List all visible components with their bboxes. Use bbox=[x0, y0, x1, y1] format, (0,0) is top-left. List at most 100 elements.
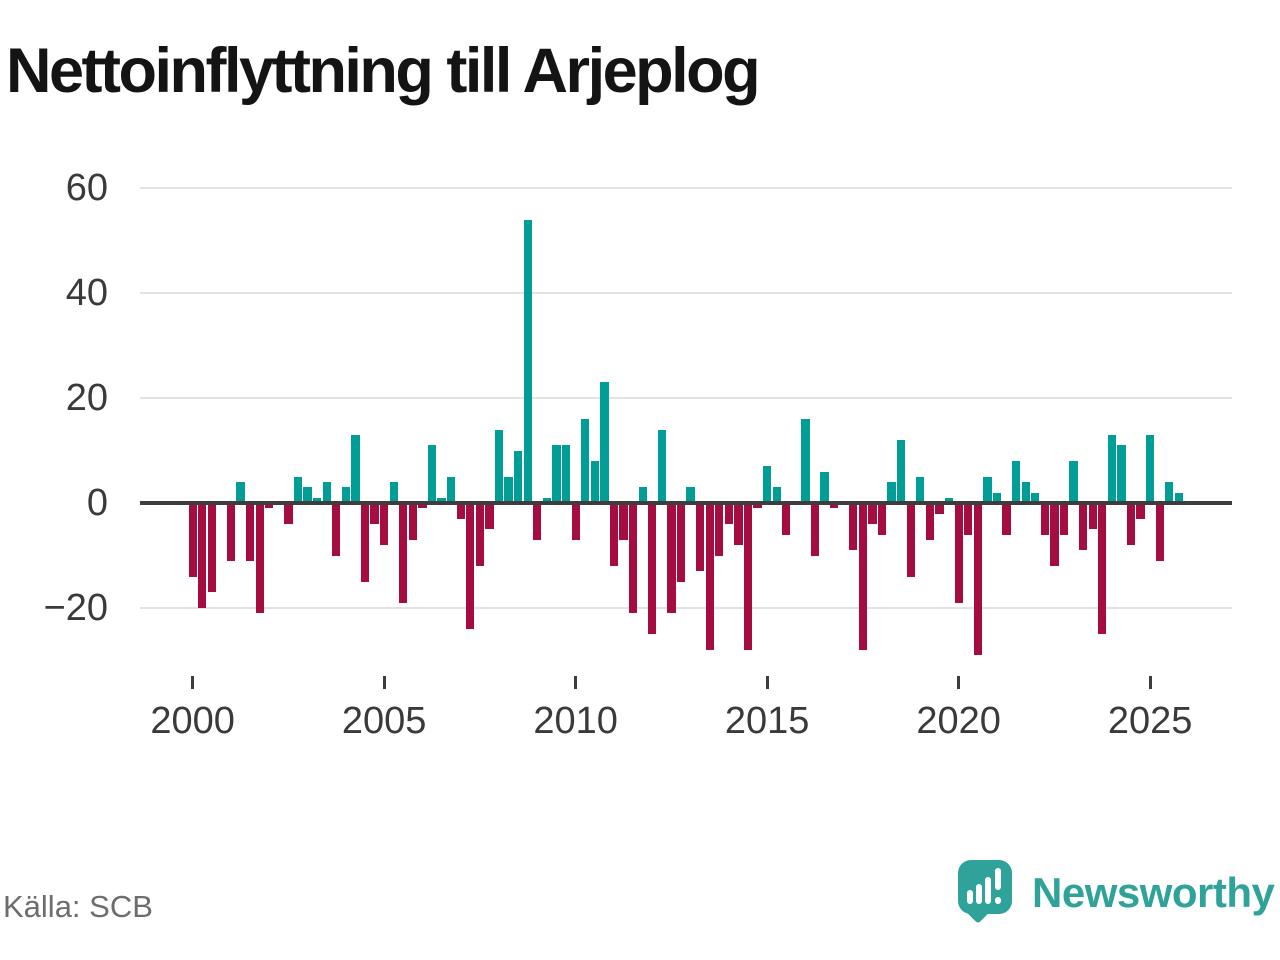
bar-2006-q1 bbox=[418, 503, 427, 509]
bar-2005-q1 bbox=[380, 503, 389, 545]
x-axis-tick-2025 bbox=[1148, 676, 1152, 689]
chart-title: Nettoinflyttning till Arjeplog bbox=[6, 36, 761, 106]
bar-2007-q4 bbox=[485, 503, 494, 530]
bar-2016-q2 bbox=[810, 503, 820, 556]
bar-2019-q2 bbox=[925, 503, 935, 540]
bar-2008-q3 bbox=[514, 450, 523, 503]
x-axis-tick-2000 bbox=[191, 676, 195, 689]
bar-2006-q3 bbox=[437, 497, 446, 503]
bar-2025-q2 bbox=[1155, 503, 1164, 561]
bar-2006-q4 bbox=[447, 476, 456, 503]
logo-bar-chart-icon bbox=[967, 890, 973, 904]
bar-2003-q1 bbox=[303, 487, 312, 503]
bar-2016-q1 bbox=[801, 419, 810, 503]
x-axis-label: 2025 bbox=[1107, 700, 1193, 742]
bar-2023-q3 bbox=[1088, 503, 1097, 530]
bar-2012-q3 bbox=[667, 503, 676, 614]
bar-2017-q3 bbox=[858, 503, 868, 650]
bar-2009-q1 bbox=[533, 503, 542, 540]
bar-2016-q3 bbox=[820, 471, 829, 503]
bar-2019-q3 bbox=[935, 503, 944, 514]
bar-2015-q2 bbox=[772, 487, 781, 503]
bar-2014-q3 bbox=[743, 503, 753, 650]
bar-2009-q2 bbox=[542, 497, 552, 503]
bar-2024-q1 bbox=[1107, 434, 1116, 503]
gridline-y-40 bbox=[140, 292, 1232, 294]
x-axis-label: 2015 bbox=[724, 700, 810, 742]
bar-2020-q3 bbox=[973, 503, 982, 656]
bar-2024-q2 bbox=[1117, 445, 1126, 503]
bar-2001-q3 bbox=[245, 503, 255, 561]
bar-2010-q1 bbox=[571, 503, 580, 540]
bar-2013-q1 bbox=[686, 487, 695, 503]
logo-bar-chart-icon bbox=[985, 877, 991, 904]
bar-2001-q1 bbox=[226, 503, 236, 561]
x-axis-label: 2010 bbox=[533, 700, 618, 742]
bar-2008-q4 bbox=[523, 219, 532, 503]
bar-2017-q4 bbox=[868, 503, 877, 524]
bar-2012-q1 bbox=[648, 503, 657, 635]
bar-2023-q1 bbox=[1069, 461, 1078, 503]
bar-2022-q3 bbox=[1050, 503, 1059, 566]
bar-2004-q2 bbox=[351, 434, 360, 503]
y-axis-label: −20 bbox=[43, 587, 108, 629]
x-axis-label: 2005 bbox=[341, 700, 427, 742]
bar-2011-q2 bbox=[619, 503, 628, 540]
bar-2010-q2 bbox=[581, 419, 590, 503]
y-axis-label: 40 bbox=[65, 272, 108, 314]
bar-2015-q1 bbox=[763, 466, 772, 503]
bar-2002-q3 bbox=[284, 503, 293, 524]
x-axis-tick-2020 bbox=[957, 676, 961, 689]
bar-2018-q1 bbox=[877, 503, 887, 535]
bar-2000-q1 bbox=[188, 503, 197, 577]
bar-2003-q2 bbox=[312, 497, 322, 503]
gridline-y-20 bbox=[140, 397, 1232, 399]
bar-2005-q4 bbox=[408, 503, 418, 540]
bar-2015-q3 bbox=[782, 503, 791, 535]
bar-2007-q3 bbox=[475, 503, 485, 566]
x-axis-label: 2000 bbox=[150, 700, 235, 742]
bar-2012-q2 bbox=[657, 429, 666, 503]
bar-2019-q1 bbox=[916, 476, 925, 503]
bar-2022-q2 bbox=[1040, 503, 1049, 535]
bar-2013-q4 bbox=[715, 503, 724, 556]
y-axis-label: 20 bbox=[65, 377, 108, 419]
bar-2011-q3 bbox=[628, 503, 638, 614]
bar-2020-q2 bbox=[964, 503, 973, 535]
bar-2008-q1 bbox=[494, 429, 504, 503]
bar-2020-q1 bbox=[954, 503, 963, 603]
bar-2011-q4 bbox=[638, 487, 647, 503]
bar-2016-q4 bbox=[830, 503, 839, 509]
bar-2003-q4 bbox=[332, 503, 341, 556]
x-axis-tick-2015 bbox=[765, 676, 769, 689]
bar-2002-q1 bbox=[265, 503, 274, 509]
bar-2004-q3 bbox=[360, 503, 370, 582]
bar-2021-q2 bbox=[1002, 503, 1011, 535]
bar-2010-q4 bbox=[600, 382, 609, 503]
bar-2009-q3 bbox=[552, 445, 561, 503]
bar-2025-q1 bbox=[1146, 434, 1155, 503]
bar-2018-q4 bbox=[906, 503, 915, 577]
bar-2007-q2 bbox=[466, 503, 475, 629]
logo-exclamation-icon bbox=[995, 868, 1001, 890]
bar-2018-q2 bbox=[887, 482, 896, 503]
bar-2025-q4 bbox=[1174, 492, 1184, 503]
bar-2019-q4 bbox=[944, 497, 954, 503]
x-axis-tick-2005 bbox=[382, 676, 386, 689]
gridline-y-60 bbox=[140, 187, 1232, 189]
bar-2009-q4 bbox=[561, 445, 571, 503]
bar-2000-q2 bbox=[198, 503, 207, 608]
bar-2023-q4 bbox=[1098, 503, 1107, 635]
bar-2001-q2 bbox=[236, 482, 245, 503]
bar-2006-q2 bbox=[427, 445, 437, 503]
bar-2023-q2 bbox=[1078, 503, 1088, 551]
bar-2004-q1 bbox=[341, 487, 350, 503]
bar-2021-q4 bbox=[1021, 482, 1030, 503]
bar-2020-q4 bbox=[983, 476, 992, 503]
bar-2011-q1 bbox=[609, 503, 619, 566]
bar-2014-q2 bbox=[734, 503, 743, 545]
bar-2024-q3 bbox=[1126, 503, 1136, 545]
x-axis-tick-2010 bbox=[574, 676, 578, 689]
